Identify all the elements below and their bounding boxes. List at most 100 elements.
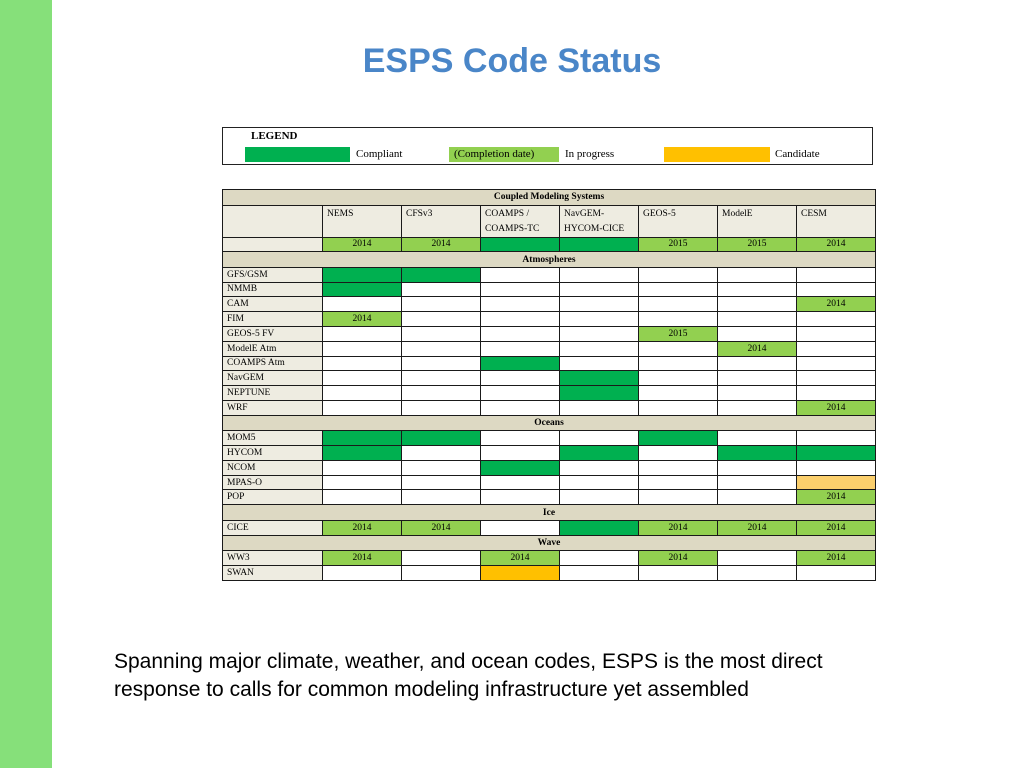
status-cell [638, 564, 718, 581]
status-cell [638, 474, 718, 491]
status-cell [638, 370, 718, 387]
status-cell [559, 385, 639, 401]
status-cell [796, 459, 876, 476]
status-cell: 2015 [638, 325, 718, 342]
status-cell [559, 311, 639, 327]
status-cell: 2014 [796, 519, 876, 536]
column-header-line-1: ModelE [722, 208, 753, 219]
status-cell [401, 355, 481, 372]
status-cell [401, 474, 481, 491]
row-label: NEPTUNE [222, 385, 323, 401]
table-row: CICE 2014 2014 2014 2014 2014 [222, 519, 876, 536]
status-cell [717, 399, 797, 416]
column-header: ModelE [717, 204, 797, 238]
status-cell [638, 385, 718, 401]
status-cell [638, 281, 718, 298]
status-cell: 2014 [717, 519, 797, 536]
legend-compliant-label: Compliant [356, 148, 403, 160]
column-header-line-1: NavGEM- [564, 208, 605, 219]
table-row: NCOM [222, 459, 876, 476]
column-header-line-1: COAMPS / [485, 208, 530, 219]
status-cell: 2014 [638, 519, 718, 536]
status-cell [322, 445, 402, 461]
row-label: SWAN [222, 564, 323, 581]
legend-completion-date-label: (Completion date) [454, 148, 535, 160]
column-header: CFSv3 [401, 204, 481, 238]
section-title: Ice [222, 504, 876, 521]
row-label: WW3 [222, 550, 323, 566]
column-header-line-1: CFSv3 [406, 208, 433, 219]
code-status-table: Coupled Modeling Systems NEMS CFSv3 COAMPS … [222, 189, 876, 581]
status-cell [322, 474, 402, 491]
status-cell [401, 550, 481, 566]
status-cell [796, 430, 876, 447]
status-cell [559, 564, 639, 581]
status-cell [480, 430, 560, 447]
status-cell [717, 296, 797, 313]
status-cell [559, 281, 639, 298]
row-label: COAMPS Atm [222, 355, 323, 372]
status-cell [480, 281, 560, 298]
legend-compliant-swatch [245, 147, 350, 162]
status-cell [322, 399, 402, 416]
status-cell [401, 430, 481, 447]
row-label: NMMB [222, 281, 323, 298]
status-cell [480, 325, 560, 342]
status-cell: 2014 [322, 311, 402, 327]
status-cell [638, 340, 718, 357]
row-label: CAM [222, 296, 323, 313]
status-cell [638, 430, 718, 447]
column-header-line-2: COAMPS-TC [485, 223, 540, 234]
status-cell [796, 564, 876, 581]
status-cell [796, 266, 876, 283]
legend-in-progress-label: In progress [565, 148, 615, 160]
table-title: Coupled Modeling Systems [222, 189, 876, 206]
status-cell: 2014 [796, 296, 876, 313]
status-cell [559, 236, 639, 253]
status-cell: 2014 [322, 519, 402, 536]
status-cell [480, 474, 560, 491]
status-cell [717, 550, 797, 566]
column-header-line-1: NEMS [327, 208, 354, 219]
legend-title: LEGEND [251, 130, 298, 142]
caption-line-1: Spanning major climate, weather, and oce… [114, 650, 823, 673]
status-cell: 2014 [401, 236, 481, 253]
status-cell [480, 355, 560, 372]
table-row: GEOS-5 FV 2015 [222, 325, 876, 342]
column-header: GEOS-5 [638, 204, 718, 238]
status-cell [796, 355, 876, 372]
legend-in-progress-swatch [449, 147, 559, 162]
status-cell: 2015 [717, 236, 797, 253]
status-cell [401, 385, 481, 401]
status-cell [717, 564, 797, 581]
row-label: ModelE Atm [222, 340, 323, 357]
status-cell [401, 311, 481, 327]
column-header-line-2: HYCOM-CICE [564, 223, 625, 234]
status-cell [559, 445, 639, 461]
section-header-row: Atmospheres [222, 251, 876, 268]
section-header-row: Ice [222, 504, 876, 521]
status-cell [559, 355, 639, 372]
table-row: HYCOM [222, 445, 876, 461]
status-cell [559, 550, 639, 566]
status-cell [401, 296, 481, 313]
status-cell [322, 325, 402, 342]
status-cell [796, 474, 876, 491]
table-row: MOM5 [222, 430, 876, 447]
status-cell [401, 564, 481, 581]
section-title: Atmospheres [222, 251, 876, 268]
table-row: NMMB [222, 281, 876, 298]
table-row: FIM 2014 [222, 311, 876, 327]
status-cell [717, 474, 797, 491]
status-cell [638, 445, 718, 461]
status-cell [480, 340, 560, 357]
status-cell [480, 311, 560, 327]
status-cell [717, 355, 797, 372]
table-row: NEPTUNE [222, 385, 876, 401]
row-label: GEOS-5 FV [222, 325, 323, 342]
status-cell: 2014 [796, 236, 876, 253]
status-cell [559, 474, 639, 491]
status-cell [480, 266, 560, 283]
status-cell: 2014 [322, 236, 402, 253]
status-cell [717, 325, 797, 342]
